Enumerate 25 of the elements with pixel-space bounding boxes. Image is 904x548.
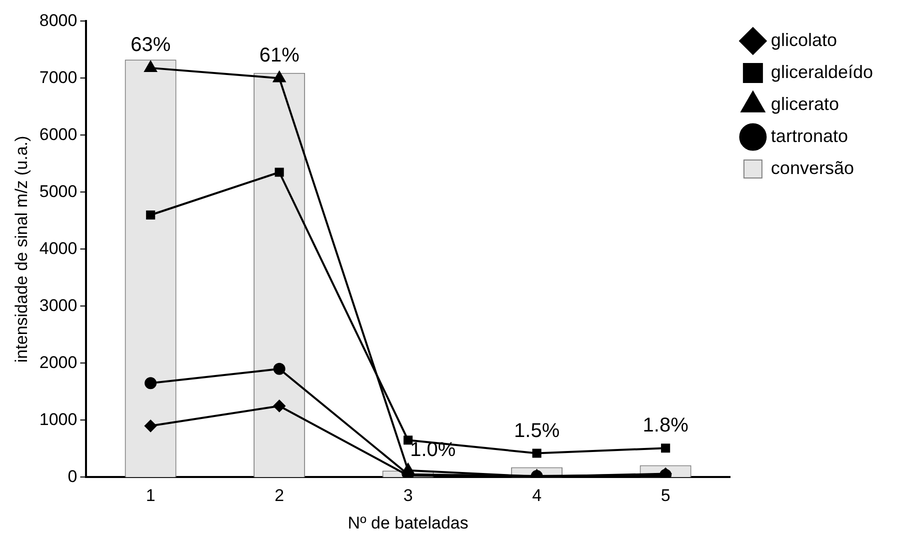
legend-label: glicerato — [770, 94, 839, 114]
legend-label: gliceraldeído — [770, 62, 874, 82]
y-tick-label: 6000 — [39, 124, 78, 144]
legend-label: glicolato — [770, 30, 837, 50]
x-tick-label: 5 — [660, 486, 670, 506]
data-label: 63% — [130, 34, 171, 56]
data-label: 1.8% — [642, 414, 689, 437]
x-tick-label: 3 — [403, 486, 413, 506]
y-tick-label: 0 — [68, 466, 78, 486]
x-axis-title: Nº de bateladas — [348, 513, 468, 532]
x-tick-label: 2 — [274, 486, 284, 506]
data-label: 1.5% — [514, 420, 560, 442]
legend-label: tartronato — [770, 126, 848, 146]
legend-label: conversão — [770, 158, 854, 178]
y-tick-label: 4000 — [39, 238, 78, 258]
y-axis-title: intensidade de sinal m/z (u.a.) — [12, 136, 31, 363]
y-tick-label: 3000 — [39, 296, 78, 315]
y-tick-label: 2000 — [39, 352, 78, 372]
x-tick-label: 1 — [146, 486, 156, 506]
y-tick-label: 1000 — [39, 410, 78, 429]
y-tick-label: 7000 — [39, 68, 78, 87]
y-tick-label: 5000 — [39, 182, 78, 201]
y-tick-label: 8000 — [39, 10, 78, 30]
data-label: 61% — [259, 44, 300, 67]
x-tick-label: 4 — [532, 486, 542, 506]
